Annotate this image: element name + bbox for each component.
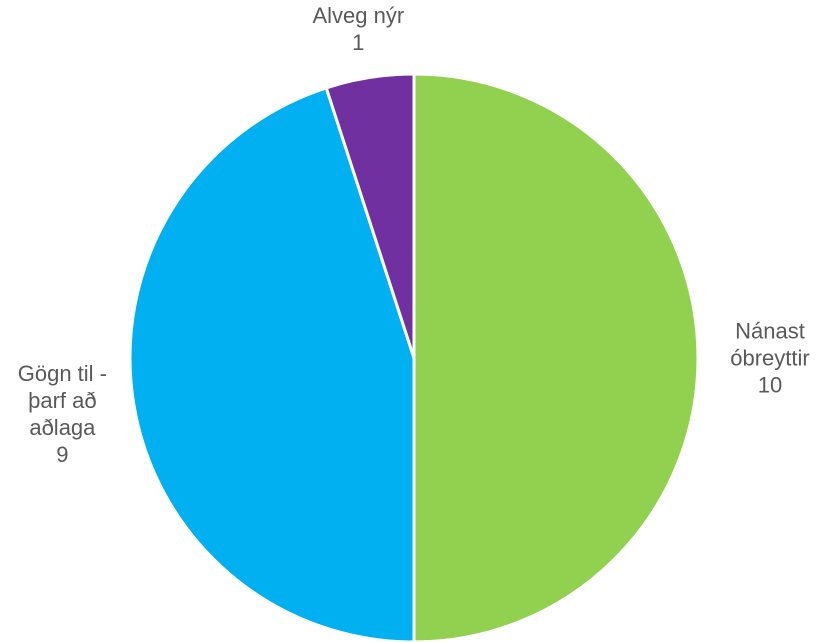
category-label: Gögn til - þarf að aðlaga <box>17 360 108 440</box>
value-label: 1 <box>352 30 365 55</box>
data-label: Gögn til - þarf að aðlaga 9 <box>18 360 107 468</box>
pie-slice <box>128 86 416 642</box>
category-label: Nánast óbreyttir <box>730 318 810 371</box>
data-label: Nánast óbreyttir 10 <box>730 318 809 399</box>
category-label: Alveg nýr <box>312 3 405 28</box>
value-label: 9 <box>56 441 69 467</box>
data-label: Alveg nýr 1 <box>312 2 404 56</box>
pie-slice <box>412 72 700 642</box>
value-label: 10 <box>757 372 783 398</box>
pie-slice <box>324 72 416 359</box>
